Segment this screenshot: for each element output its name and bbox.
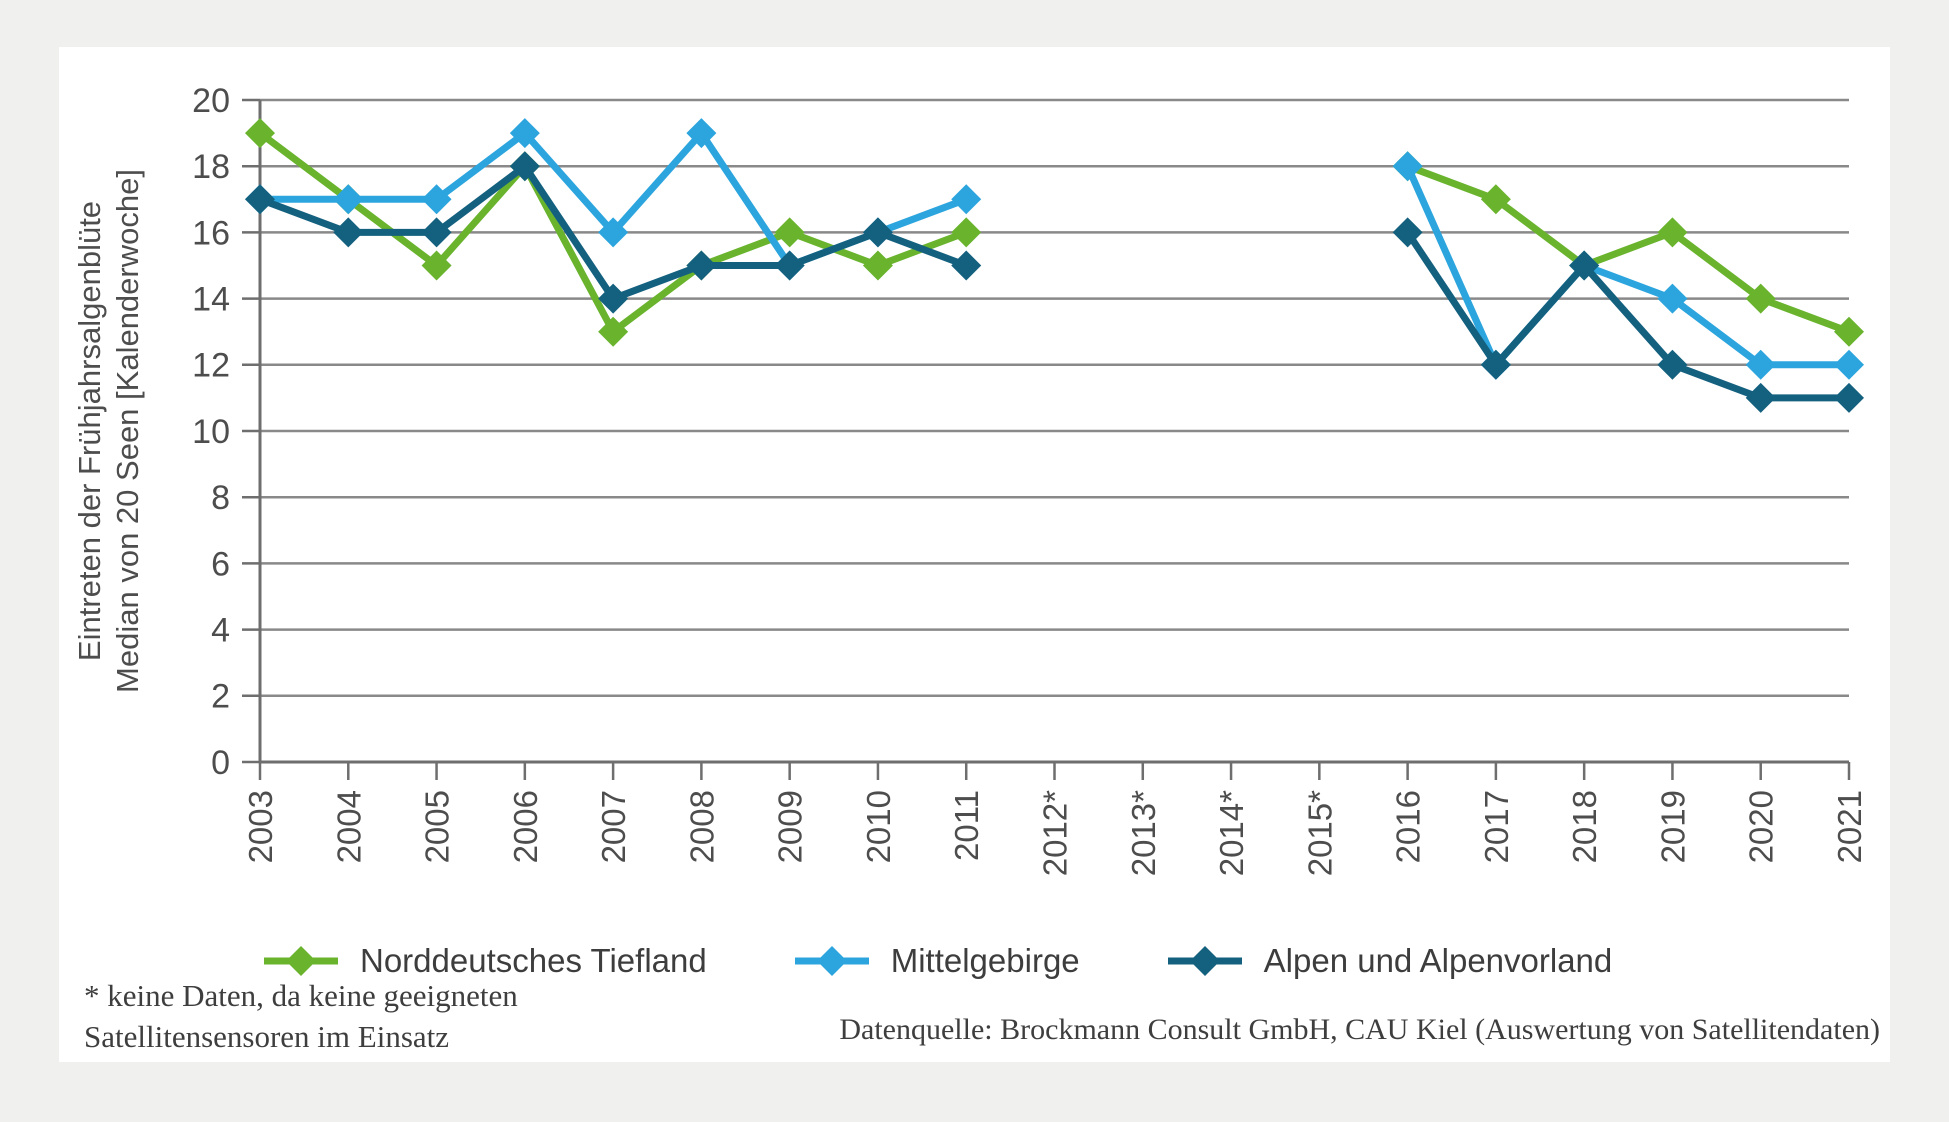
source-credit: Datenquelle: Brockmann Consult GmbH, CAU… <box>839 1013 1880 1046</box>
legend-item-mittelgebirge: Mittelgebirge <box>793 942 1080 980</box>
data-point-marker <box>1480 349 1511 380</box>
footnote: * keine Daten, da keine geeigneten Satel… <box>84 975 518 1057</box>
data-point-marker <box>862 217 893 248</box>
x-tick-label: 2005 <box>419 790 456 863</box>
data-point-marker <box>862 250 893 281</box>
data-point-marker <box>333 217 364 248</box>
y-tick-label: 18 <box>192 148 230 186</box>
data-point-marker <box>1392 217 1423 248</box>
y-axis-title-line2: Median von 20 Seen [Kalenderwoche] <box>110 169 145 693</box>
x-tick-label: 2011 <box>948 790 985 861</box>
footnote-line2: Satellitensensoren im Einsatz <box>84 1019 450 1054</box>
x-tick-label: 2019 <box>1654 790 1691 863</box>
y-tick-labels: 0 2 4 6 8 10 12 14 16 18 20 <box>192 82 230 782</box>
data-point-marker <box>509 151 540 182</box>
x-tick-label: 2013* <box>1125 790 1162 876</box>
x-tick-label: 2003 <box>242 790 279 863</box>
x-tick-label: 2018 <box>1566 790 1603 863</box>
data-point-marker <box>509 118 540 149</box>
x-tick-label: 2021 <box>1831 790 1868 863</box>
footnote-line1: * keine Daten, da keine geeigneten <box>84 978 518 1013</box>
data-point-marker <box>421 250 452 281</box>
y-tick-label: 14 <box>192 281 230 319</box>
data-point-marker <box>598 316 629 347</box>
x-tick-labels: 2003 2004 2005 2006 2007 2008 2009 2010 2011 2012… <box>242 790 1868 876</box>
data-point-marker <box>951 184 982 215</box>
legend-label: Norddeutsches Tiefland <box>360 942 707 979</box>
data-point-marker <box>1657 217 1688 248</box>
x-tick-label: 2004 <box>330 790 367 863</box>
legend-item-alpen-und-alpenvorland: Alpen und Alpenvorland <box>1166 942 1613 980</box>
data-point-marker <box>245 184 275 215</box>
data-point-marker <box>1834 382 1864 413</box>
y-tick-label: 12 <box>192 347 230 385</box>
data-point-marker <box>333 184 364 215</box>
data-point-marker <box>1745 283 1776 314</box>
legend-item-norddeutsches-tiefland: Norddeutsches Tiefland <box>262 942 707 980</box>
x-tick-label: 2015* <box>1301 790 1338 876</box>
data-point-marker <box>951 217 982 248</box>
series-line <box>1406 162 1851 335</box>
y-tick-label: 0 <box>211 744 230 782</box>
legend-marker-icon <box>1167 946 1242 976</box>
x-tick-label: 2012* <box>1037 790 1074 876</box>
x-tick-label: 2010 <box>860 790 897 863</box>
data-point-marker <box>1657 283 1688 314</box>
y-tick-label: 4 <box>211 612 230 650</box>
data-point-marker <box>421 217 452 248</box>
x-tick-label: 2007 <box>595 790 632 863</box>
y-axis-title-line1: Eintreten der Frühjahrsalgenblüte <box>72 201 107 661</box>
y-tick-label: 16 <box>192 214 230 252</box>
y-tick-label: 20 <box>192 82 230 120</box>
data-series <box>245 118 1864 413</box>
data-point-marker <box>686 250 717 281</box>
data-point-marker <box>1834 349 1864 380</box>
legend-label: Alpen und Alpenvorland <box>1263 942 1613 979</box>
data-point-marker <box>1657 349 1688 380</box>
series-mittelgebirge <box>245 118 1864 380</box>
y-tick-label: 6 <box>211 545 230 583</box>
data-point-marker <box>686 118 717 149</box>
legend-marker-icon <box>264 946 338 976</box>
y-tick-label: 2 <box>211 678 230 716</box>
data-point-marker <box>1392 151 1423 182</box>
series-alpen-und-alpenvorland <box>245 151 1864 413</box>
data-point-marker <box>1745 349 1776 380</box>
x-tick-label: 2006 <box>507 790 544 863</box>
x-tick-label: 2009 <box>772 790 809 863</box>
x-tick-label: 2017 <box>1478 790 1515 863</box>
legend-marker-icon <box>794 946 869 976</box>
data-point-marker <box>598 283 629 314</box>
data-point-marker <box>774 250 805 281</box>
y-axis-title: Eintreten der Frühjahrsalgenblüte Median… <box>72 169 145 693</box>
y-tick-label: 8 <box>211 479 230 517</box>
x-tick-label: 2020 <box>1743 790 1780 863</box>
data-point-marker <box>1480 184 1511 215</box>
legend: Norddeutsches Tiefland Mittelgebirge Alpen… <box>262 938 1612 984</box>
data-point-marker <box>774 217 805 248</box>
x-tick-label: 2014* <box>1213 790 1250 876</box>
data-point-marker <box>421 184 452 215</box>
data-point-marker <box>1834 316 1864 347</box>
x-tick-label: 2016 <box>1390 790 1427 863</box>
axes <box>242 98 1851 780</box>
legend-label: Mittelgebirge <box>890 942 1080 979</box>
data-point-marker <box>951 250 982 281</box>
data-point-marker <box>1569 250 1600 281</box>
data-point-marker <box>598 217 629 248</box>
data-point-marker <box>245 118 275 149</box>
y-tick-label: 10 <box>192 413 230 451</box>
data-point-marker <box>1745 382 1776 413</box>
x-tick-label: 2008 <box>683 790 720 863</box>
chart-card <box>59 47 1890 1062</box>
